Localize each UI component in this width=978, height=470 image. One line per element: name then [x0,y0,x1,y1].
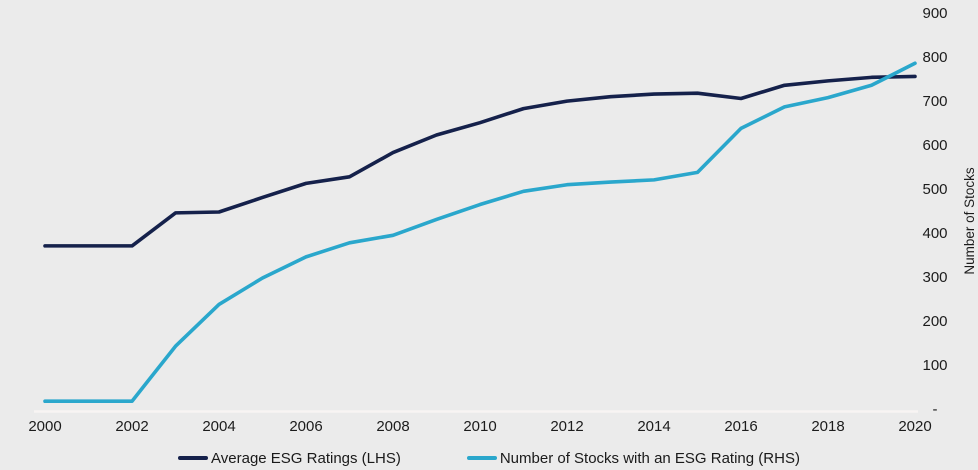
y-tick-label: 700 [922,93,948,110]
y-tick-label: 900 [922,5,948,22]
x-tick-label: 2020 [898,418,932,435]
x-tick-label: 2000 [28,418,62,435]
series-line-num-stocks-esg-rating [43,61,917,404]
y-tick-label: 200 [922,313,948,330]
legend-item-avg-esg-ratings: Average ESG Ratings (LHS) [178,450,401,467]
right-y-axis-title: Number of Stocks [962,167,977,275]
x-tick-label: 2016 [724,418,758,435]
y-tick-label: 100 [922,357,948,374]
y-tick-label: 800 [922,49,948,66]
legend-label: Number of Stocks with an ESG Rating (RHS… [499,449,800,467]
y-tick-label: 600 [922,137,948,154]
legend-line-marker [466,456,497,460]
chart-legend: Average ESG Ratings (LHS) Number of Stock… [0,447,978,469]
legend-label: Average ESG Ratings (LHS) [211,449,401,467]
x-tick-label: 2018 [811,418,845,435]
y-tick-label: 300 [922,269,948,286]
x-tick-label: 2006 [289,418,323,435]
y-tick-label: 400 [922,225,948,242]
x-tick-label: 2002 [115,418,149,435]
x-tick-label: 2014 [637,418,671,435]
series-line-avg-esg-ratings [43,74,917,248]
x-tick-label: 2004 [202,418,236,435]
y-tick-label: 500 [922,181,948,198]
legend-item-num-stocks-esg-rating: Number of Stocks with an ESG Rating (RHS… [466,449,800,467]
x-tick-label: 2010 [463,418,497,435]
x-tick-label: 2008 [376,418,410,435]
y-tick-label: - [932,401,938,418]
legend-line-marker [178,456,209,460]
x-tick-label: 2012 [550,418,584,435]
